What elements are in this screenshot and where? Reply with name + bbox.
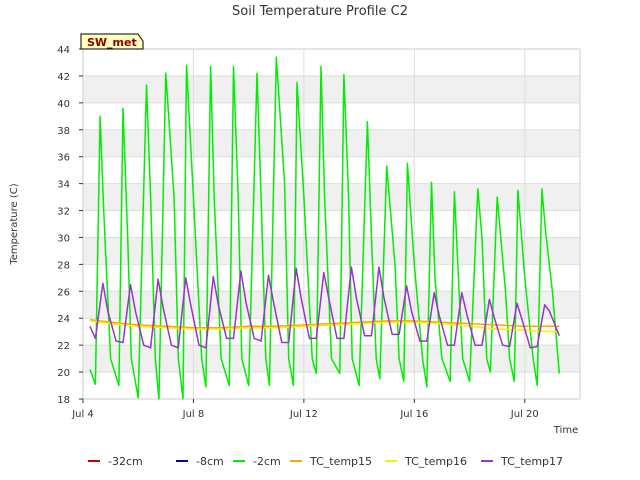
site-badge: SW_met <box>80 33 144 50</box>
x-axis-label: Time <box>553 425 578 436</box>
series-layer <box>89 56 561 400</box>
x-tick-label: Jul 16 <box>399 409 428 420</box>
y-tick-label: 40 <box>57 99 70 110</box>
legend-item-tc-temp16: TC_temp16 <box>385 455 467 468</box>
y-tick-label: 28 <box>57 260 70 271</box>
y-tick-label: 36 <box>57 153 70 164</box>
legend-item-tc-temp15: TC_temp15 <box>290 455 372 468</box>
plot-band <box>83 183 580 211</box>
legend-label: -32cm <box>108 455 143 468</box>
plot-background-bands <box>83 75 580 373</box>
legend-label: -2cm <box>253 455 281 468</box>
legend-item-8cm: -8cm <box>176 455 224 468</box>
y-tick-label: 22 <box>57 341 70 352</box>
axes: 18 20 22 24 26 28 30 32 34 36 38 40 42 44 Jul 4 Jul 8 Ju… <box>57 45 538 420</box>
x-tick-label: Jul 20 <box>510 409 539 420</box>
y-tick-label: 34 <box>57 180 70 191</box>
y-tick-label: 30 <box>57 233 70 244</box>
y-tick-label: 44 <box>57 45 70 56</box>
legend-item-tc-temp17: TC_temp17 <box>481 455 563 468</box>
legend-label: TC_temp17 <box>500 455 563 468</box>
legend: -32cm -8cm -2cm TC_temp15 TC_temp16 TC_temp17 <box>88 455 563 468</box>
y-tick-label: 32 <box>57 207 70 218</box>
y-tick-label: 18 <box>57 395 70 406</box>
plot-band <box>83 129 580 157</box>
y-axis-label: Temperature (C) <box>9 183 20 265</box>
series-line-2cm <box>89 56 561 400</box>
site-badge-label: SW_met <box>87 36 137 49</box>
legend-item-2cm: -2cm <box>233 455 281 468</box>
plot-frame <box>82 48 581 400</box>
legend-label: TC_temp16 <box>404 455 467 468</box>
plot-band <box>83 237 580 265</box>
x-tick-label: Jul 8 <box>182 409 205 420</box>
y-tick-label: 26 <box>57 287 70 298</box>
y-tick-label: 24 <box>57 314 70 325</box>
x-tick-label: Jul 4 <box>71 409 94 420</box>
y-tick-label: 42 <box>57 72 70 83</box>
plot-band <box>83 75 580 103</box>
site-badge-box <box>80 33 144 50</box>
x-tick-label: Jul 12 <box>289 409 318 420</box>
legend-item-32cm: -32cm <box>88 455 143 468</box>
legend-label: -8cm <box>196 455 224 468</box>
y-tick-label: 20 <box>57 368 70 379</box>
series-line-tc-temp17 <box>89 266 560 349</box>
chart-title: Soil Temperature Profile C2 <box>232 4 408 19</box>
y-tick-label: 38 <box>57 126 70 137</box>
legend-label: TC_temp15 <box>309 455 372 468</box>
